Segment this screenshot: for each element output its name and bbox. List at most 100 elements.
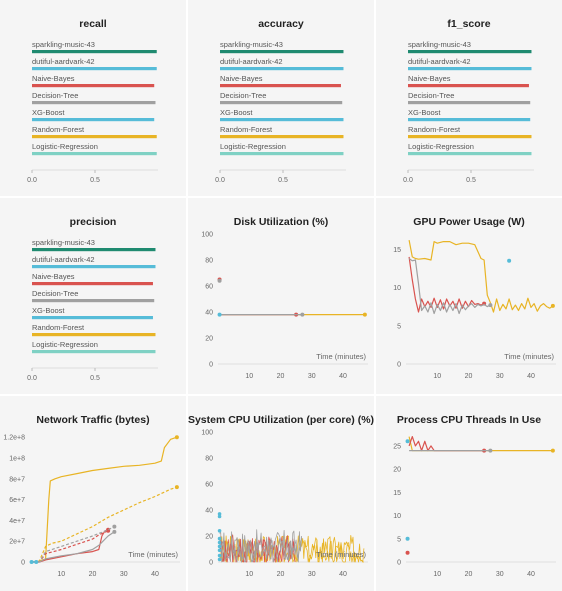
- y-tick-label: 0: [21, 560, 25, 567]
- bar: [408, 135, 532, 139]
- x-tick-label: 40: [527, 571, 535, 578]
- chart-title: recall: [79, 18, 107, 30]
- bar-label: Logistic-Regression: [220, 142, 286, 151]
- x-tick-label: 40: [527, 373, 535, 380]
- recall-chart: recall sparkling-music-43 dutiful-aardvark…: [27, 18, 158, 184]
- bar-label: XG-Boost: [32, 306, 65, 315]
- y-tick-label: 25: [393, 443, 401, 450]
- process-cpu-threads-panel: Process CPU Threads In Use 0 5 10 15 20 25 10 20…: [376, 396, 562, 591]
- data-point: [217, 540, 222, 545]
- y-tick-label: 6e+7: [9, 497, 25, 504]
- x-tick-label: 0.0: [215, 177, 225, 184]
- data-point: [217, 557, 222, 562]
- x-tick-label: 10: [433, 571, 441, 578]
- data-point: [29, 560, 34, 564]
- y-tick-label: 0: [209, 362, 213, 369]
- x-tick-label: 30: [496, 373, 504, 380]
- series-line: [408, 239, 554, 313]
- bar-label: Decision-Tree: [220, 91, 266, 100]
- bar-label: Decision-Tree: [32, 91, 78, 100]
- f1-score-panel: f1_score sparkling-music-43 dutiful-aardva…: [376, 0, 562, 196]
- bar: [32, 282, 153, 286]
- chart-title: Process CPU Threads In Use: [397, 414, 541, 426]
- bar-label: Logistic-Regression: [32, 142, 98, 151]
- gpu-power-usage-panel: GPU Power Usage (W) 0 5 10 15 10 20 30 40 Time (m…: [376, 198, 562, 394]
- bar-label: Random-Forest: [32, 125, 85, 134]
- y-tick-label: 1e+8: [9, 456, 25, 463]
- y-tick-label: 0: [397, 362, 401, 369]
- bar-label: XG-Boost: [32, 108, 65, 117]
- bar: [408, 67, 532, 71]
- network-traffic-panel: Network Traffic (bytes) 0 2e+7 4e+7 6e+7 8e+7…: [0, 396, 186, 591]
- y-tick-label: 40: [205, 310, 213, 317]
- y-tick-label: 8e+7: [9, 476, 25, 483]
- gpu-power-usage-chart: GPU Power Usage (W) 0 5 10 15 10 20 30 40 Time (m…: [393, 216, 556, 380]
- y-tick-label: 10: [393, 513, 401, 520]
- y-tick-label: 5: [397, 536, 401, 543]
- data-point: [405, 439, 410, 444]
- y-tick-label: 60: [205, 284, 213, 291]
- bar: [220, 152, 344, 156]
- bar-label: XG-Boost: [220, 108, 253, 117]
- bar: [220, 101, 343, 105]
- x-tick-label: 20: [89, 571, 97, 578]
- data-point: [174, 485, 179, 490]
- accuracy-panel: accuracy sparkling-music-43 dutiful-aardva…: [188, 0, 374, 196]
- data-point: [112, 524, 117, 529]
- bar-label: Random-Forest: [220, 125, 273, 134]
- bar: [32, 84, 155, 88]
- series-line: [33, 526, 115, 563]
- bar: [220, 135, 344, 139]
- data-point: [217, 553, 222, 558]
- x-tick-label: 0.5: [90, 177, 100, 184]
- bar-label: Logistic-Regression: [408, 142, 474, 151]
- data-point: [217, 536, 222, 541]
- bar-label: Naive-Bayes: [32, 272, 75, 281]
- bar: [408, 50, 532, 54]
- bar-label: Random-Forest: [408, 125, 461, 134]
- series-line: [33, 436, 178, 563]
- data-point: [405, 550, 410, 555]
- bar-label: dutiful-aardvark-42: [408, 57, 471, 66]
- y-tick-label: 100: [201, 430, 213, 437]
- system-cpu-utilization-panel: System CPU Utilization (per core) (%) 0 20…: [188, 396, 374, 591]
- x-tick-label: 30: [120, 571, 128, 578]
- y-tick-label: 0: [209, 560, 213, 567]
- x-tick-label: 10: [57, 571, 65, 578]
- chart-title: precision: [70, 216, 117, 228]
- bar-label: Naive-Bayes: [32, 74, 75, 83]
- bar-label: Naive-Bayes: [220, 74, 263, 83]
- data-point: [217, 529, 222, 533]
- bar: [408, 101, 531, 105]
- y-tick-label: 15: [393, 490, 401, 497]
- data-point: [488, 303, 493, 308]
- x-axis-label: Time (minutes): [504, 352, 554, 361]
- data-point: [217, 548, 222, 553]
- x-tick-label: 30: [496, 571, 504, 578]
- y-tick-label: 15: [393, 247, 401, 254]
- chart-title: Network Traffic (bytes): [36, 414, 149, 426]
- x-tick-label: 0.5: [90, 375, 100, 382]
- series-line: [33, 530, 109, 563]
- x-tick-label: 0.5: [466, 177, 476, 184]
- data-point: [112, 529, 117, 534]
- y-tick-label: 2e+7: [9, 539, 25, 546]
- data-point: [405, 536, 410, 541]
- x-tick-label: 10: [245, 373, 253, 380]
- series-line: [33, 531, 115, 563]
- data-point: [217, 544, 222, 549]
- y-tick-label: 60: [205, 482, 213, 489]
- series-line: [33, 486, 178, 563]
- bar: [32, 350, 156, 354]
- chart-title: System CPU Utilization (per core) (%): [188, 414, 374, 426]
- bar: [32, 248, 156, 252]
- bar-label: sparkling-music-43: [408, 40, 471, 49]
- series-line: [408, 258, 491, 315]
- series-line: [408, 436, 553, 452]
- bar-label: Decision-Tree: [32, 289, 78, 298]
- precision-chart: precision sparkling-music-43 dutiful-aardv…: [27, 216, 158, 382]
- bar: [220, 84, 341, 88]
- series-line: [219, 538, 296, 563]
- accuracy-chart: accuracy sparkling-music-43 dutiful-aardva…: [215, 18, 346, 184]
- data-point: [550, 448, 555, 453]
